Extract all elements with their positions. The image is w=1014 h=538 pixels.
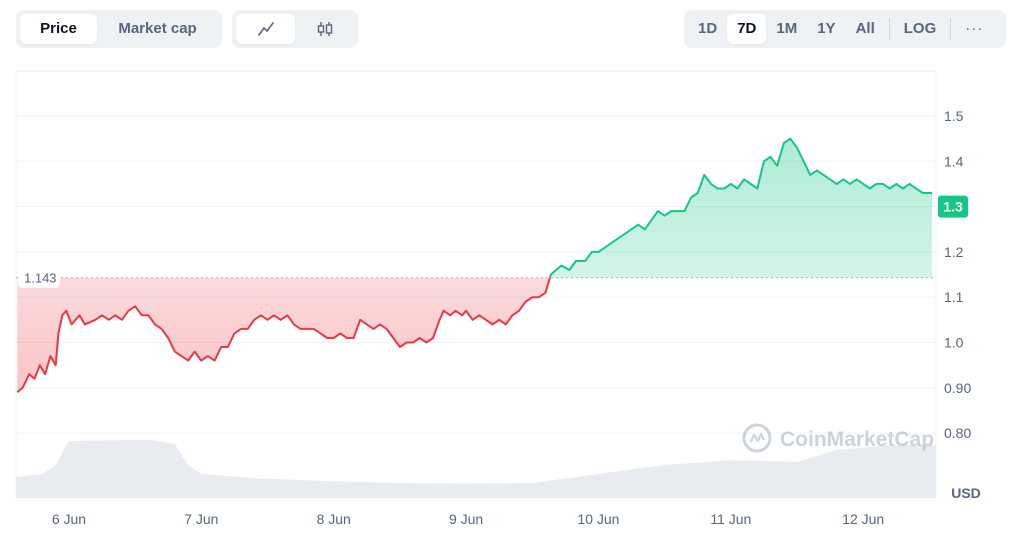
log-scale-button[interactable]: LOG	[903, 20, 937, 37]
more-options-button[interactable]: ···	[965, 20, 984, 37]
price-line-up	[548, 137, 932, 278]
x-tick-label: 11 Jun	[710, 511, 751, 527]
x-tick-label: 12 Jun	[842, 511, 884, 527]
watermark-text: CoinMarketCap	[780, 428, 934, 451]
x-axis: 6 Jun 7 Jun 8 Jun 9 Jun 10 Jun 11 Jun 12 Jun	[52, 511, 884, 527]
toolbar-divider	[888, 18, 890, 40]
x-tick-label: 6 Jun	[52, 511, 86, 527]
range-1d-tab[interactable]: 1D	[698, 20, 718, 37]
x-tick-label: 7 Jun	[184, 511, 218, 527]
y-tick-label: 1.1	[944, 289, 964, 305]
x-tick-label: 9 Jun	[449, 511, 483, 527]
candlestick-icon	[317, 22, 332, 36]
line-chart-icon	[257, 22, 274, 36]
range-1y-tab[interactable]: 1Y	[817, 20, 836, 37]
y-axis: 0.80 0.90 1.0 1.1 1.2 1.3 1.4 1.5	[944, 108, 971, 441]
reference-price-badge: 1.143	[18, 267, 60, 288]
market-cap-tab[interactable]: Market cap	[118, 20, 197, 37]
time-range-toggle: 1D 7D 1M 1Y All LOG ···	[684, 10, 1006, 48]
y-tick-label: 1.4	[944, 153, 964, 169]
y-tick-label: 1.2	[944, 244, 964, 260]
metric-toggle: Price Market cap	[16, 10, 222, 48]
range-1m-tab[interactable]: 1M	[776, 20, 798, 37]
watermark: CoinMarketCap	[742, 423, 934, 453]
chart-type-toggle	[232, 10, 358, 48]
range-all-tab[interactable]: All	[855, 20, 875, 37]
current-price-label: 1.3	[943, 199, 963, 215]
y-tick-label: 1.5	[944, 108, 964, 124]
x-tick-label: 10 Jun	[577, 511, 619, 527]
price-line-down	[16, 277, 551, 394]
y-tick-label: 1.0	[944, 335, 964, 351]
price-tab[interactable]: Price	[20, 14, 98, 44]
currency-label: USD	[951, 485, 981, 501]
coinmarketcap-logo-icon	[742, 423, 772, 453]
range-7d-tab[interactable]: 7D	[727, 14, 767, 44]
price-area-down	[17, 277, 550, 393]
toolbar-divider	[950, 18, 952, 40]
price-area-up	[17, 138, 932, 278]
candlestick-button[interactable]	[295, 14, 354, 44]
volume-area	[16, 439, 936, 498]
x-tick-label: 8 Jun	[317, 511, 351, 527]
reference-price-label: 1.143	[24, 271, 57, 286]
y-tick-label: 0.90	[944, 380, 971, 396]
y-tick-label: 0.80	[944, 425, 971, 441]
line-chart-button[interactable]	[236, 14, 295, 44]
current-price-badge: 1.3	[938, 195, 968, 218]
